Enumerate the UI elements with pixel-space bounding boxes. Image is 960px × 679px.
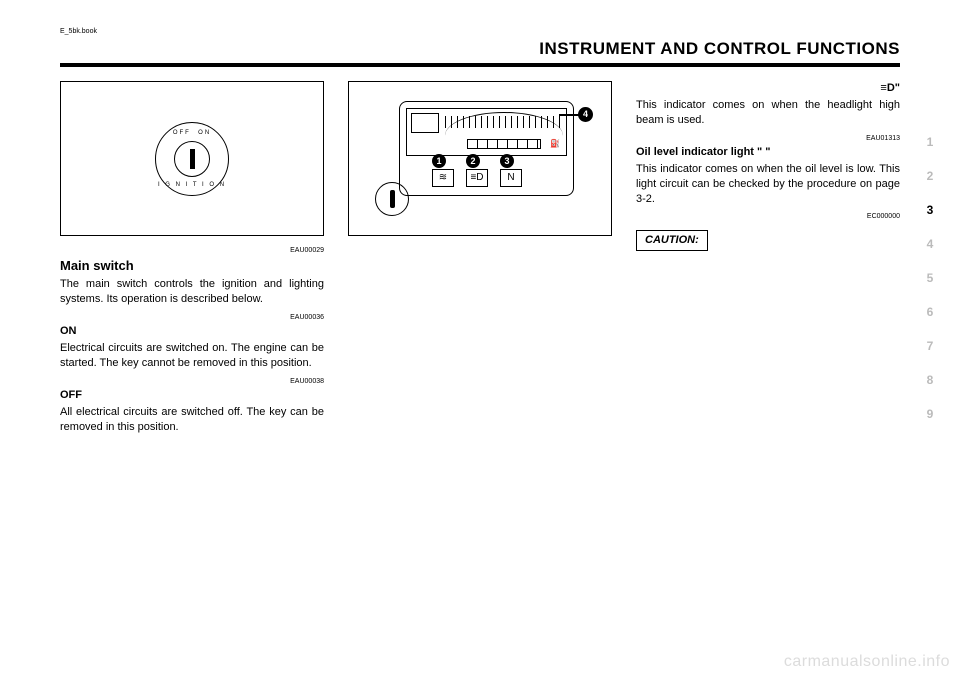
chapter-index-8: 8 [922,373,938,387]
header-divider [60,63,900,67]
callout-1: 1 [432,154,446,168]
col1-code-1: EAU00029 [60,246,324,255]
watermark: carmanualsonline.info [784,653,950,671]
mini-gauge [411,113,439,133]
indicator-row: 1 ≋ 2 ≡D 3 N [432,169,522,187]
odometer [467,139,541,149]
callout-4-leader [559,114,579,116]
indicator-box-3: N [500,169,522,187]
gauge-area: ⛽ [406,108,567,156]
ignition-outer-ring: OFF ON I G N I T I O N [155,122,229,196]
ignition-inner-ring [174,141,210,177]
section-title: INSTRUMENT AND CONTROL FUNCTIONS [60,39,900,59]
col3-para-2: This indicator comes on when the oil lev… [636,162,900,207]
callout-4: 4 [578,107,593,122]
col1-para-2: Electrical circuits are switched on. The… [60,341,324,371]
col1-code-3: EAU00038 [60,377,324,386]
chapter-index-5: 5 [922,271,938,285]
callout-2: 2 [466,154,480,168]
indicator-2-wrap: 2 ≡D [466,169,488,187]
instrument-cluster-figure: ⛽ 1 ≋ 2 ≡D 3 [348,81,612,236]
chapter-index-9: 9 [922,407,938,421]
cluster-drawing: ⛽ 1 ≋ 2 ≡D 3 [375,101,585,216]
ignition-switch-figure: OFF ON I G N I T I O N [60,81,324,236]
indicator-3-wrap: 3 N [500,169,522,187]
chapter-index-6: 6 [922,305,938,319]
high-beam-symbol: ≡D" [636,81,900,96]
indicator-1-wrap: 1 ≋ [432,169,454,187]
ignition-ring-text: I G N I T I O N [158,181,226,189]
chapter-index-7: 7 [922,339,938,353]
ignition-key-circle [375,182,409,216]
col3-para-1: This indicator comes on when the headlig… [636,98,900,128]
col1-para-3: All electrical circuits are switched off… [60,405,324,435]
label-off: OFF [173,130,191,136]
content-columns: OFF ON I G N I T I O N EAU00029 Main swi… [60,81,900,437]
col1-para-1: The main switch controls the ignition an… [60,277,324,307]
col1-heading-main-switch: Main switch [60,257,324,275]
ignition-key-slot [190,149,195,169]
column-2: ⛽ 1 ≋ 2 ≡D 3 [348,81,612,437]
indicator-box-2: ≡D [466,169,488,187]
ignition-label-off-on: OFF ON [173,129,211,137]
speedometer-arc [445,112,563,136]
col3-code-1: EAU01313 [636,134,900,143]
col1-code-2: EAU00036 [60,313,324,322]
chapter-index-2: 2 [922,169,938,183]
chapter-index-3: 3 [922,203,938,217]
callout-3: 3 [500,154,514,168]
label-on: ON [198,130,211,136]
col1-heading-off: OFF [60,388,324,403]
header-code: E_5bk.book [60,28,900,35]
chapter-index-1: 1 [922,135,938,149]
key-slot-icon [390,190,395,208]
column-1: OFF ON I G N I T I O N EAU00029 Main swi… [60,81,324,437]
indicator-box-1: ≋ [432,169,454,187]
cluster-body: ⛽ 1 ≋ 2 ≡D 3 [399,101,574,196]
chapter-index: 1 2 3 4 5 6 7 8 9 [922,135,938,421]
col3-code-2: EC000000 [636,212,900,221]
chapter-index-4: 4 [922,237,938,251]
fuel-icon: ⛽ [550,139,560,150]
col1-heading-on: ON [60,324,324,339]
column-3: ≡D" This indicator comes on when the hea… [636,81,900,437]
caution-box: CAUTION: [636,230,708,251]
col3-heading-oil: Oil level indicator light " " [636,145,900,160]
